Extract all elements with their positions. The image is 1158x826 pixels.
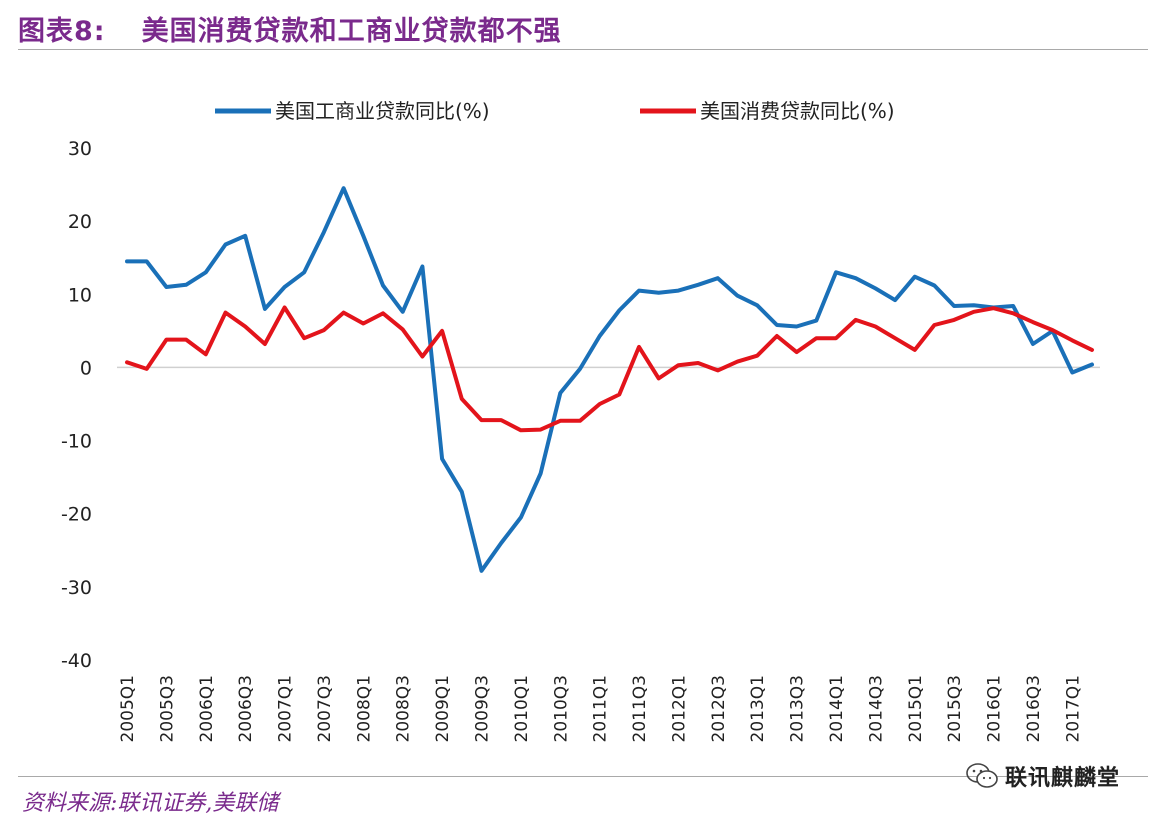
- y-tick-label: -40: [61, 650, 92, 672]
- title-divider: [18, 49, 1148, 50]
- x-tick-label: 2016Q3: [1024, 675, 1044, 742]
- x-tick-label: 2007Q3: [315, 675, 335, 742]
- x-tick-label: 2011Q1: [591, 675, 611, 742]
- watermark-text: 联讯麒麟堂: [1004, 766, 1120, 791]
- x-tick-label: 2009Q3: [472, 675, 492, 742]
- y-tick-label: 30: [68, 138, 92, 160]
- x-tick-label: 2015Q3: [945, 675, 965, 742]
- x-tick-label: 2006Q3: [236, 675, 256, 742]
- x-tick-label: 2016Q1: [985, 675, 1005, 742]
- line-chart: 美国工商业贷款同比(%) 美国消费贷款同比(%) 30 20 10 0 -10 -20 -30…: [61, 99, 1100, 742]
- y-tick-label: -20: [61, 504, 92, 526]
- footer-divider: [18, 776, 1148, 777]
- figure-title-row: 图表8: 美国消费贷款和工商业贷款都不强: [18, 6, 562, 50]
- source-note: 资料来源:联讯证券,美联储: [22, 791, 279, 816]
- y-tick-label: -30: [61, 577, 92, 599]
- series-line: [125, 305, 1094, 433]
- figure-label: 图表8:: [18, 15, 106, 47]
- watermark: 联讯麒麟堂: [965, 760, 1120, 792]
- x-axis: 2005Q1 2005Q3 2006Q1 2006Q3 2007Q1 2007Q3 2008…: [118, 675, 1083, 742]
- figure-title: 美国消费贷款和工商业贷款都不强: [141, 15, 562, 47]
- y-axis: 30 20 10 0 -10 -20 -30 -40: [61, 138, 92, 672]
- y-tick-label: -10: [61, 431, 92, 453]
- x-tick-label: 2011Q3: [630, 675, 650, 742]
- x-tick-label: 2005Q1: [118, 675, 138, 742]
- x-tick-label: 2008Q1: [354, 675, 374, 742]
- chart-legend: 美国工商业贷款同比(%) 美国消费贷款同比(%): [215, 99, 895, 123]
- x-tick-label: 2012Q3: [709, 675, 729, 742]
- y-tick-label: 10: [68, 284, 92, 306]
- series-line: [125, 186, 1094, 573]
- x-tick-label: 2010Q3: [551, 675, 571, 742]
- y-tick-label: 0: [80, 357, 92, 379]
- x-tick-label: 2017Q1: [1063, 675, 1083, 742]
- x-tick-label: 2014Q3: [866, 675, 886, 742]
- x-tick-label: 2005Q3: [157, 675, 177, 742]
- x-tick-label: 2013Q1: [748, 675, 768, 742]
- x-tick-label: 2015Q1: [906, 675, 926, 742]
- x-tick-label: 2006Q1: [197, 675, 217, 742]
- x-tick-label: 2010Q1: [512, 675, 532, 742]
- x-tick-label: 2007Q1: [276, 675, 296, 742]
- series-lines: [125, 186, 1094, 573]
- x-tick-label: 2014Q1: [827, 675, 847, 742]
- x-tick-label: 2009Q1: [433, 675, 453, 742]
- x-tick-label: 2013Q3: [788, 675, 808, 742]
- legend-label: 美国消费贷款同比(%): [700, 99, 895, 123]
- x-tick-label: 2008Q3: [394, 675, 414, 742]
- y-tick-label: 20: [68, 211, 92, 233]
- x-tick-label: 2012Q1: [669, 675, 689, 742]
- wechat-icon: [966, 763, 998, 788]
- legend-label: 美国工商业贷款同比(%): [275, 99, 490, 123]
